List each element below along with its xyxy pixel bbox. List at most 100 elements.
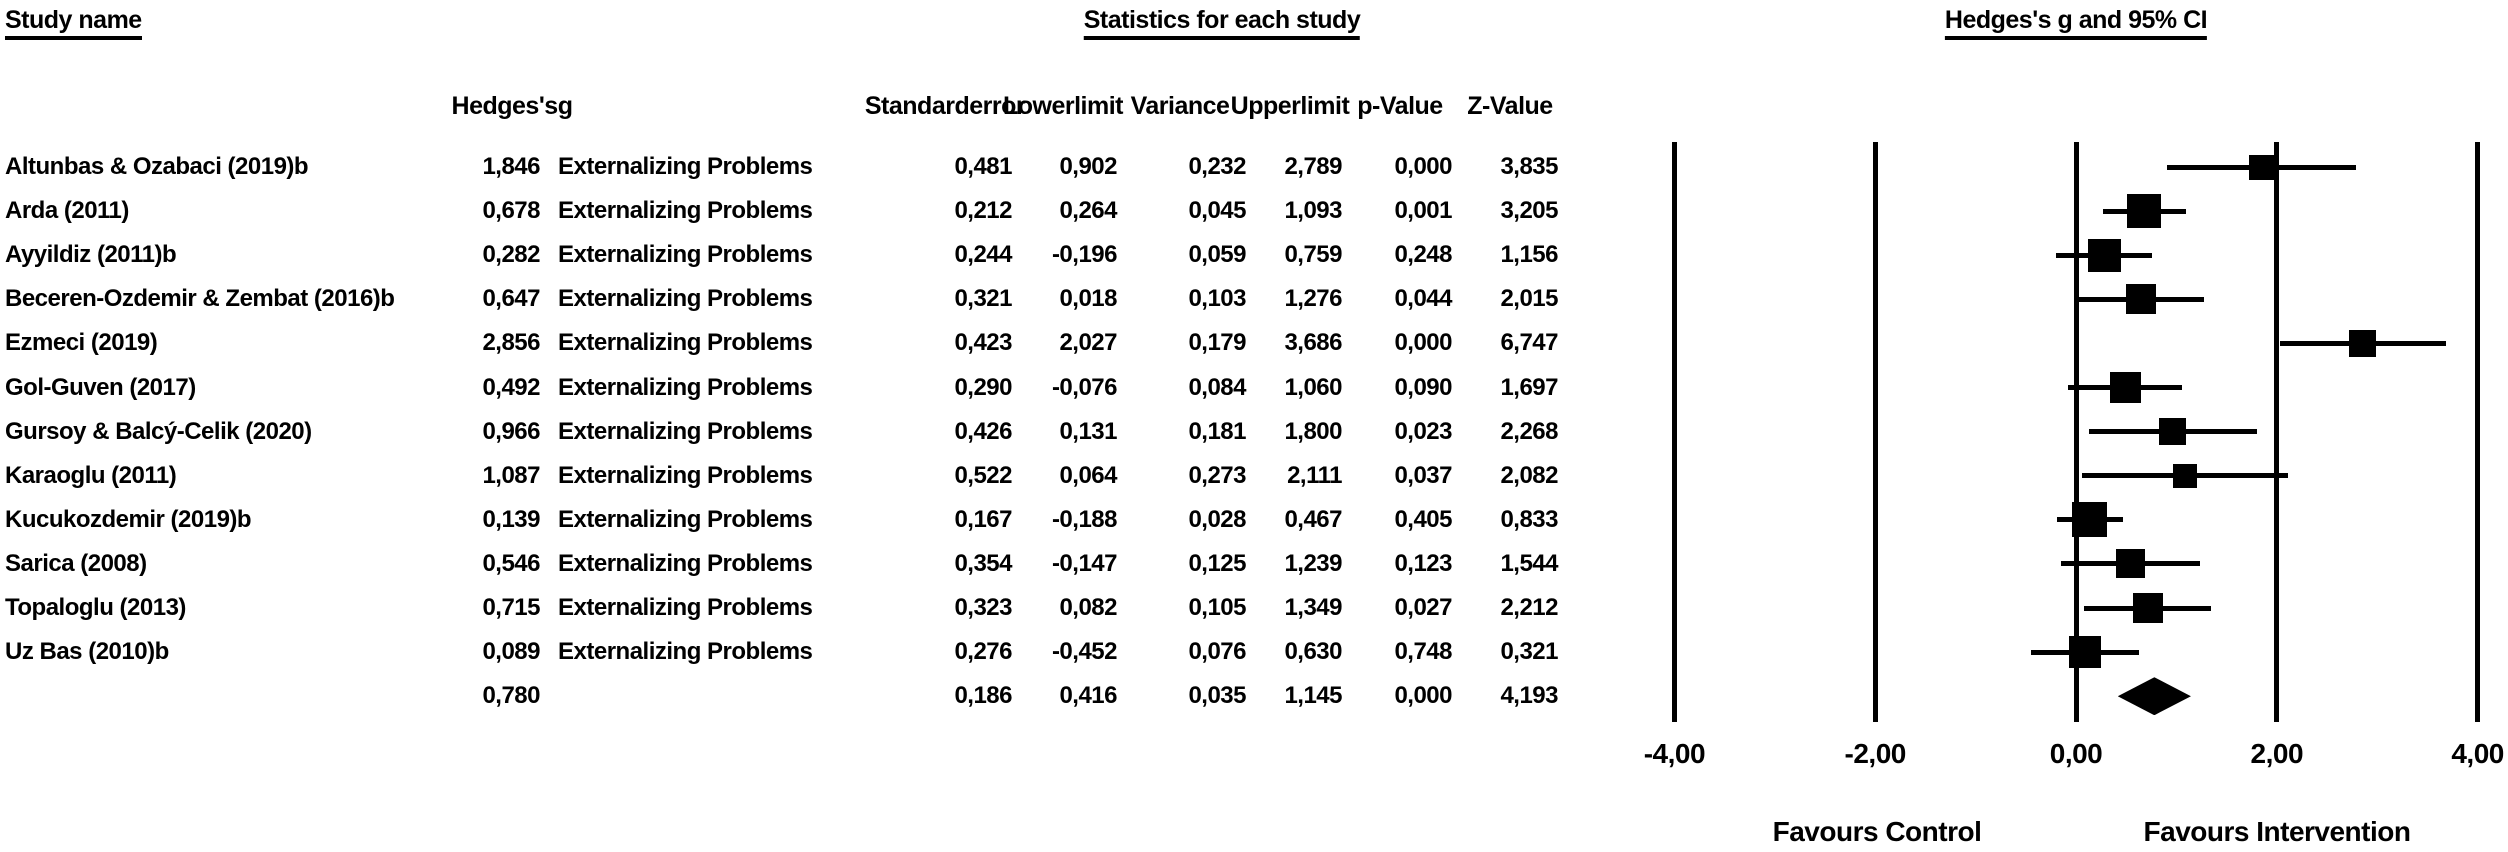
table-row: Beceren-Ozdemir & Zembat (2016)b 0,647 Ext… xyxy=(0,277,1600,321)
axis-tick-label: 4,00 xyxy=(2451,738,2504,769)
upper-limit-cell: 1,060 xyxy=(1284,373,1342,401)
outcome-label-cell: Externalizing Problems xyxy=(558,594,813,621)
table-row: Arda (2011) 0,678 Externalizing Problems 0,… xyxy=(0,189,1600,233)
study-name-cell: Karaoglu (2011) xyxy=(5,461,177,489)
effect-size-square xyxy=(2125,284,2156,315)
effect-size-square xyxy=(2159,418,2187,446)
z-value-cell: 1,544 xyxy=(1500,549,1558,577)
axis-tick-label: -2,00 xyxy=(1844,738,1907,769)
overall-effect-diamond xyxy=(2117,677,2191,716)
p-value-cell: 0,748 xyxy=(1394,638,1452,666)
z-value-cell: 1,697 xyxy=(1500,373,1558,401)
upper-limit-cell: 1,093 xyxy=(1284,197,1342,225)
axis-gridline xyxy=(2073,142,2079,722)
variance-cell: 0,179 xyxy=(1188,329,1246,357)
standard-error-cell: 0,186 xyxy=(954,682,1012,710)
plot-title: Hedges's g and 95% CI xyxy=(1944,6,2208,40)
effect-size-cell: 0,780 xyxy=(482,682,540,710)
variance-cell: 0,035 xyxy=(1188,682,1246,710)
lower-limit-cell: 0,416 xyxy=(1059,682,1117,710)
column-header-line: Lower xyxy=(1002,92,1075,120)
axis-gridline xyxy=(2274,142,2280,722)
outcome-label-cell: Externalizing Problems xyxy=(558,505,813,533)
effect-size-cell: 0,647 xyxy=(482,285,540,313)
table-row: Ezmeci (2019) 2,856 Externalizing Problems… xyxy=(0,321,1600,365)
column-header-variance: Variance xyxy=(1131,52,1230,124)
study-name-cell: Kucukozdemir (2019)b xyxy=(5,505,252,533)
axis-tick-label: 2,00 xyxy=(2250,738,2304,769)
study-name-cell: Arda (2011) xyxy=(5,197,129,225)
z-value-cell: 3,205 xyxy=(1500,197,1558,225)
upper-limit-cell: 0,759 xyxy=(1284,241,1342,269)
study-name-cell: Ezmeci (2019) xyxy=(5,329,158,357)
column-header-line: g xyxy=(557,92,573,120)
outcome-label-cell: Externalizing Problems xyxy=(558,153,813,180)
study-name-cell: Gursoy & Balcý-Celik (2020) xyxy=(5,417,312,445)
standard-error-cell: 0,423 xyxy=(954,329,1012,357)
outcome-label-cell: Externalizing Problems xyxy=(558,417,813,445)
lower-limit-cell: -0,196 xyxy=(1051,241,1118,269)
effect-size-cell: 0,282 xyxy=(482,241,540,269)
variance-cell: 0,232 xyxy=(1188,153,1246,180)
effect-size-cell: 0,715 xyxy=(482,594,540,621)
p-value-cell: 0,023 xyxy=(1394,417,1452,445)
standard-error-cell: 0,276 xyxy=(954,638,1012,666)
effect-size-square xyxy=(2109,372,2141,403)
table-row: Uz Bas (2010)b 0,089 Externalizing Problem… xyxy=(0,630,1600,674)
lower-limit-cell: 0,264 xyxy=(1059,197,1117,225)
effect-size-cell: 0,492 xyxy=(482,373,540,401)
lower-limit-cell: 0,064 xyxy=(1059,461,1117,489)
column-header-line: limit xyxy=(1074,92,1124,120)
standard-error-cell: 0,167 xyxy=(954,505,1012,533)
z-value-cell: 2,212 xyxy=(1500,594,1558,621)
variance-cell: 0,273 xyxy=(1188,461,1246,489)
table-row: Ayyildiz (2011)b 0,282 Externalizing Probl… xyxy=(0,233,1600,277)
lower-limit-cell: 0,131 xyxy=(1059,417,1117,445)
z-value-cell: 6,747 xyxy=(1500,329,1558,357)
standard-error-cell: 0,323 xyxy=(954,594,1012,621)
standard-error-cell: 0,321 xyxy=(954,285,1012,313)
column-header-line: error xyxy=(969,92,1026,120)
table-row: Gursoy & Balcý-Celik (2020) 0,966 External… xyxy=(0,410,1600,454)
study-name-cell: Ayyildiz (2011)b xyxy=(5,241,177,269)
column-header-p-value: p-Value xyxy=(1357,52,1443,124)
table-row: Gol-Guven (2017) 0,492 Externalizing Probl… xyxy=(0,366,1600,410)
lower-limit-cell: 0,082 xyxy=(1059,594,1117,621)
effect-size-square xyxy=(2173,463,2198,488)
p-value-cell: 0,000 xyxy=(1394,682,1452,710)
upper-limit-cell: 1,800 xyxy=(1284,417,1342,445)
z-value-cell: 0,321 xyxy=(1500,638,1558,666)
column-header-standard-error: Standard error xyxy=(864,52,1026,124)
column-header-line: Variance xyxy=(1130,92,1230,120)
table-row-overall: 0,780 0,186 0,416 0,035 1,145 0,000 4,193 xyxy=(0,674,1600,718)
effect-size-square xyxy=(2068,636,2101,669)
standard-error-cell: 0,481 xyxy=(954,153,1012,180)
study-name-cell: Uz Bas (2010)b xyxy=(5,638,169,666)
standard-error-cell: 0,244 xyxy=(954,241,1012,269)
study-name-cell: Sarica (2008) xyxy=(5,549,147,577)
statistics-title: Statistics for each study xyxy=(1083,6,1361,40)
effect-size-square xyxy=(2087,238,2121,272)
column-header-line: Standard xyxy=(864,92,970,120)
column-header-line: Hedges's xyxy=(451,92,559,120)
column-header-hedges-g: Hedges's g xyxy=(452,52,573,124)
p-value-cell: 0,248 xyxy=(1394,241,1452,269)
effect-size-square xyxy=(2116,549,2146,579)
column-header-lower-limit: Lower limit xyxy=(1002,52,1124,124)
study-name-cell: Gol-Guven (2017) xyxy=(5,373,196,401)
effect-size-square xyxy=(2349,329,2377,357)
lower-limit-cell: -0,076 xyxy=(1051,373,1118,401)
variance-cell: 0,076 xyxy=(1188,638,1246,666)
standard-error-cell: 0,426 xyxy=(954,417,1012,445)
outcome-label-cell: Externalizing Problems xyxy=(558,373,813,401)
upper-limit-cell: 1,239 xyxy=(1284,549,1342,577)
variance-cell: 0,181 xyxy=(1188,417,1246,445)
p-value-cell: 0,044 xyxy=(1394,285,1452,313)
outcome-label-cell: Externalizing Problems xyxy=(558,329,813,357)
effect-size-square xyxy=(2072,502,2108,538)
study-name-title: Study name xyxy=(5,6,142,40)
column-header-z-value: Z-Value xyxy=(1467,52,1553,124)
column-header-line: Z-Value xyxy=(1467,92,1553,120)
effect-size-cell: 1,846 xyxy=(482,153,540,180)
